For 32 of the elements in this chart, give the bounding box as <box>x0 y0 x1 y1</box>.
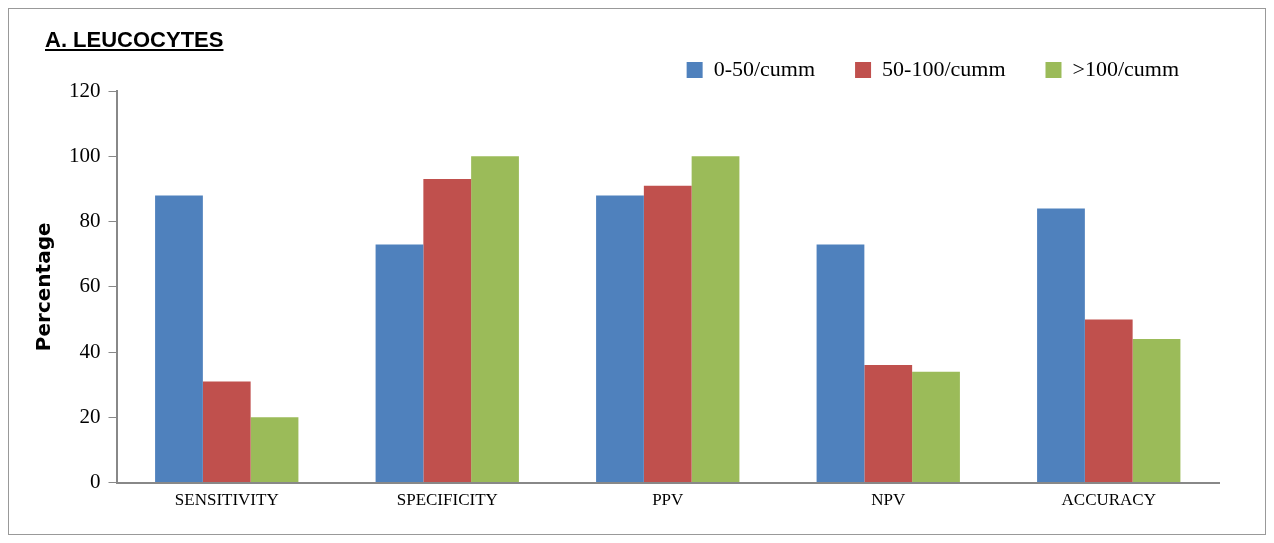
legend-label: >100/cumm <box>1072 55 1180 81</box>
bar <box>1084 319 1133 483</box>
x-tick-label: ACCURACY <box>1061 490 1156 510</box>
bar <box>912 371 960 483</box>
bar <box>202 381 251 483</box>
y-tick-label: 100 <box>69 142 101 167</box>
bar <box>816 244 865 483</box>
bar <box>1037 208 1085 483</box>
bar <box>155 195 203 483</box>
y-tick-label: 0 <box>90 469 101 494</box>
x-tick-label: SPECIFICITY <box>396 490 498 510</box>
legend-label: 50-100/cumm <box>882 55 1006 81</box>
bar <box>596 195 644 483</box>
y-axis-title: Percentage <box>31 222 56 352</box>
bar <box>691 156 740 483</box>
bar <box>643 185 692 483</box>
bar <box>375 244 424 483</box>
bar <box>471 156 519 483</box>
y-tick-label: 20 <box>79 403 101 428</box>
y-tick-label: 40 <box>79 338 101 363</box>
x-tick-label: SENSITIVITY <box>174 490 279 510</box>
bar <box>864 365 913 483</box>
x-tick-label: PPV <box>652 490 685 510</box>
bar <box>423 179 472 483</box>
chart-title: A. LEUCOCYTES <box>45 27 224 53</box>
bar <box>250 417 299 483</box>
bar <box>1132 339 1181 483</box>
y-tick-label: 60 <box>79 273 101 298</box>
y-tick-label: 120 <box>69 77 101 102</box>
legend-label: 0-50/cumm <box>713 55 816 81</box>
x-tick-label: NPV <box>871 490 906 510</box>
y-tick-label: 80 <box>79 208 101 233</box>
